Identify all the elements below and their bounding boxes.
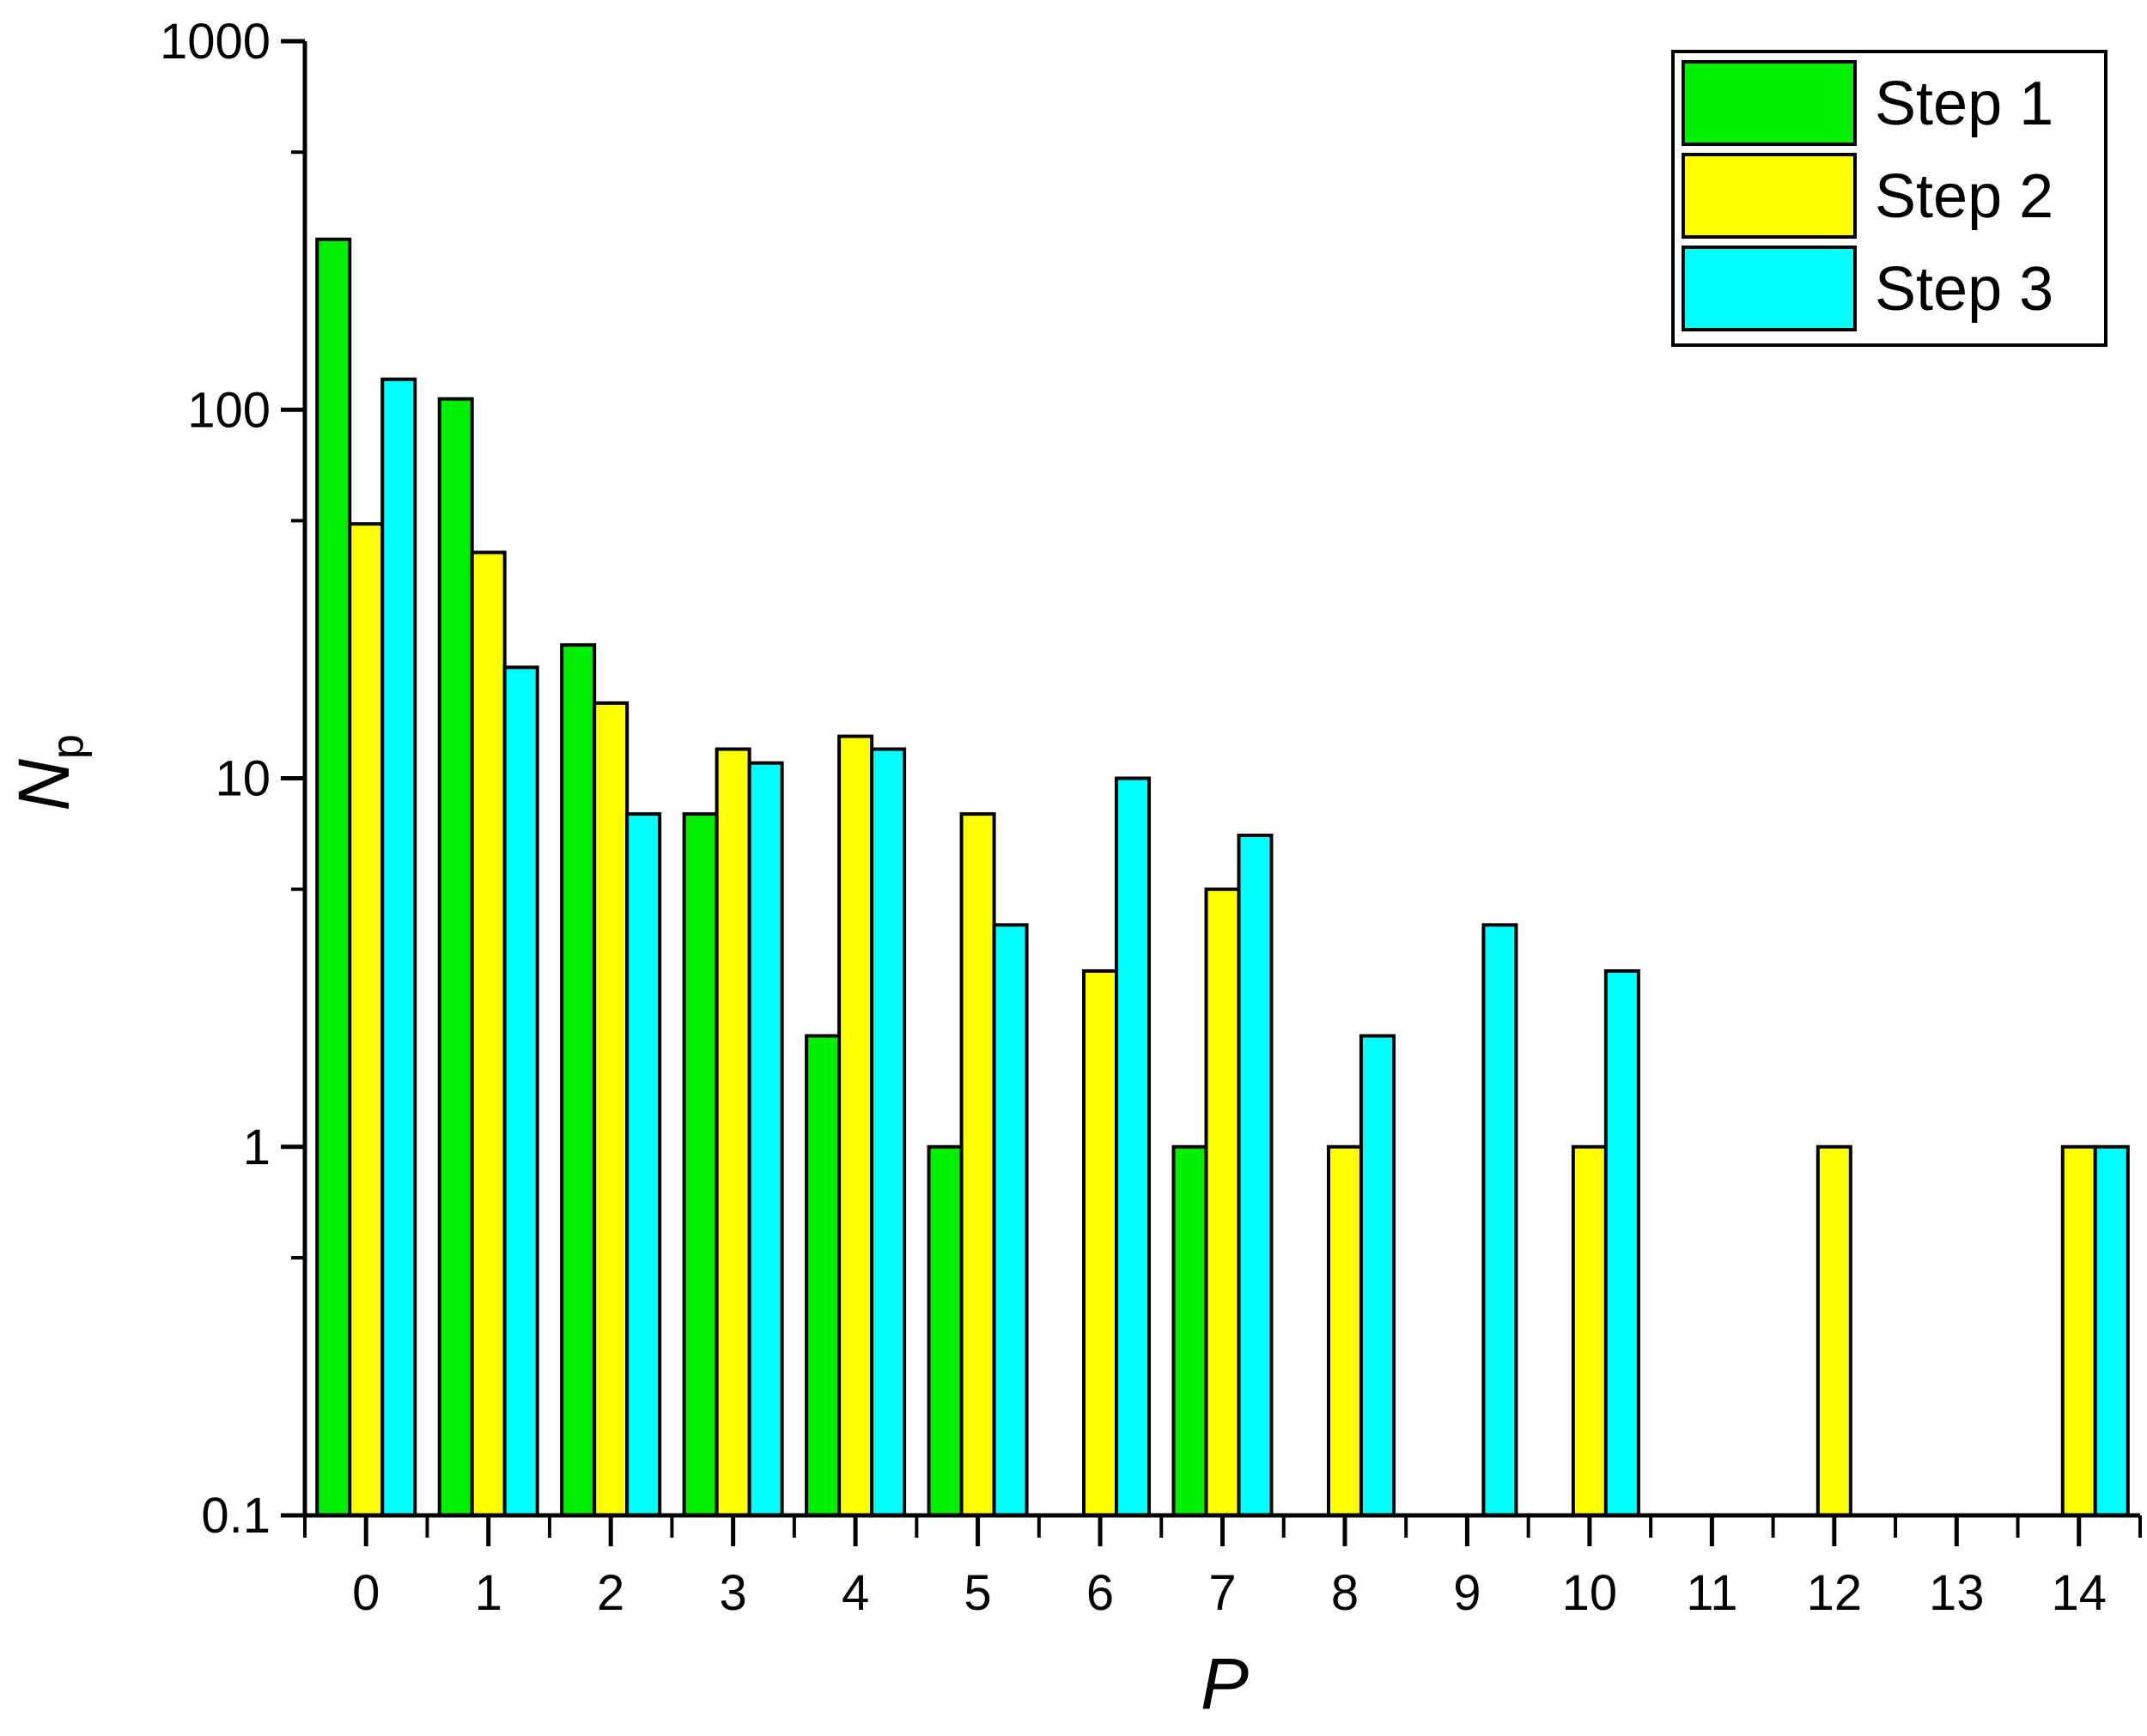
y-tick-label: 1000	[160, 14, 271, 70]
x-tick-label: 7	[1208, 1565, 1236, 1621]
bar-step-3-p10	[1603, 968, 1640, 1517]
x-tick-label: 11	[1686, 1565, 1737, 1621]
y-axis-title-main: N	[3, 759, 84, 811]
svg-text:Np: Np	[3, 734, 93, 811]
y-axis-title: Np	[3, 734, 93, 811]
bar-step-2-p1	[470, 550, 507, 1517]
bar-step-3-p8	[1359, 1034, 1396, 1517]
legend-label-step-3: Step 3	[1875, 255, 2053, 324]
x-tick-label: 13	[1929, 1565, 1985, 1621]
x-tick-label: 5	[964, 1565, 991, 1621]
x-tick-label: 14	[2052, 1565, 2107, 1621]
y-axis-title-subscript: p	[43, 734, 93, 759]
x-tick-label: 12	[1807, 1565, 1863, 1621]
bar-step-2-p0	[348, 522, 385, 1518]
y-tick-label: 10	[215, 751, 271, 807]
bar-step-1-p3	[682, 812, 719, 1517]
x-tick-label: 8	[1331, 1565, 1359, 1621]
bar-step-2-p8	[1326, 1144, 1363, 1517]
bar-step-3-p5	[992, 923, 1029, 1518]
y-tick-label: 0.1	[201, 1488, 271, 1544]
bar-step-3-p14	[2093, 1144, 2130, 1517]
bar-step-2-p14	[2060, 1144, 2097, 1517]
legend: Step 1 Step 2 Step 3	[1671, 50, 2107, 347]
bar-step-2-p12	[1816, 1144, 1852, 1517]
y-tick-label: 100	[187, 382, 271, 438]
bar-step-2-p7	[1204, 887, 1241, 1518]
bar-step-1-p2	[560, 643, 597, 1517]
bar-step-3-p3	[747, 761, 784, 1517]
bar-step-3-p7	[1237, 833, 1274, 1517]
legend-label-step-2: Step 2	[1875, 162, 2053, 231]
x-tick-label: 2	[597, 1565, 624, 1621]
bar-step-3-p6	[1115, 776, 1152, 1517]
bar-step-3-p4	[870, 747, 907, 1517]
x-tick-label: 1	[475, 1565, 502, 1621]
bar-step-1-p5	[927, 1144, 964, 1517]
bar-step-2-p10	[1571, 1144, 1608, 1517]
x-axis-title: P	[1201, 1643, 1249, 1724]
bar-step-1-p1	[437, 397, 474, 1518]
bar-step-3-p2	[625, 812, 662, 1517]
legend-swatch-step-3	[1682, 246, 1857, 331]
bar-step-1-p4	[805, 1034, 842, 1517]
x-tick-label: 4	[842, 1565, 869, 1621]
legend-swatch-step-1	[1682, 60, 1857, 146]
x-ticks: 0 1 2 3 4 5 6 7 8 9 10 11 12 13 14	[303, 1515, 2142, 1621]
bar-step-3-p1	[502, 665, 539, 1517]
x-tick-label: 3	[720, 1565, 747, 1621]
bar-step-3-p9	[1481, 923, 1518, 1518]
y-tick-label: 1	[243, 1120, 271, 1175]
legend-swatch-step-2	[1682, 153, 1857, 239]
legend-label-step-1: Step 1	[1875, 70, 2053, 138]
bar-step-2-p6	[1082, 968, 1119, 1517]
bar-step-2-p5	[959, 812, 996, 1517]
bar-step-2-p4	[837, 734, 874, 1517]
bar-step-2-p2	[593, 701, 630, 1517]
x-tick-label: 0	[352, 1565, 380, 1621]
bar-step-1-p0	[315, 237, 352, 1518]
x-tick-label: 10	[1562, 1565, 1618, 1621]
x-tick-label: 6	[1086, 1565, 1114, 1621]
x-tick-label: 9	[1453, 1565, 1481, 1621]
bar-step-1-p7	[1171, 1144, 1208, 1517]
bar-step-3-p0	[380, 377, 417, 1518]
bars-group	[315, 237, 2130, 1518]
y-ticks: 0.1 1 10 100 1000	[160, 14, 305, 1544]
bar-step-2-p3	[715, 747, 751, 1517]
